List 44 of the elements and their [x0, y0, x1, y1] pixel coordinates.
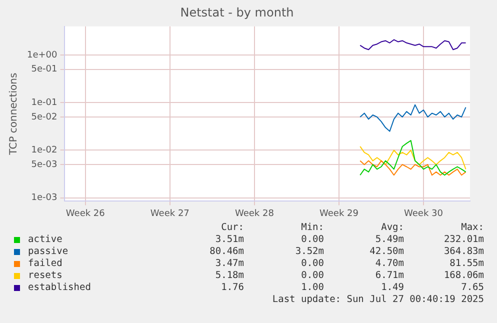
text: 1.76: [220, 282, 244, 294]
legend-label: resets: [28, 270, 62, 282]
text: 0.00: [300, 234, 324, 246]
text: 3.51m: [214, 234, 244, 246]
x-tick-label: Week 28: [234, 208, 274, 219]
x-tick-label: Week 30: [404, 208, 444, 219]
y-tick-label: 5e-02: [31, 112, 58, 122]
y-tick-label: 5e-01: [31, 64, 58, 75]
legend-label: failed: [28, 258, 62, 270]
legend-label: passive: [28, 246, 68, 258]
text: 6.71m: [374, 270, 404, 282]
legend-label: active: [28, 234, 62, 246]
text: 42.50m: [368, 246, 404, 258]
text: 0.00: [300, 258, 324, 270]
text: Avg:: [380, 222, 404, 234]
x-tick-label: Week 29: [319, 208, 359, 219]
text: 5.49m: [374, 234, 404, 246]
text: 3.47m: [214, 258, 244, 270]
text: Cur:: [220, 222, 244, 234]
legend-label: established: [28, 282, 91, 294]
y-tick-label: 1e+00: [26, 50, 58, 60]
text: 1.49: [380, 282, 404, 294]
text: Min:: [300, 222, 324, 234]
text: 81.55m: [448, 258, 484, 270]
x-tick-label: Week 27: [150, 208, 190, 219]
text: 5.18m: [214, 270, 244, 282]
text: Last update: Sun Jul 27 00:40:19 2025: [271, 294, 484, 306]
text: 1.00: [300, 282, 324, 294]
text: 232.01m: [442, 234, 484, 246]
text: 364.83m: [442, 246, 484, 258]
chart-title: Netstat - by month: [180, 5, 294, 20]
text: 7.65: [460, 282, 484, 294]
y-tick-label: 5e-03: [31, 160, 58, 170]
text: 0.00: [300, 270, 324, 282]
text: 80.46m: [208, 246, 244, 258]
y-tick-label: 1e-02: [31, 146, 58, 156]
text: 3.52m: [294, 246, 324, 258]
x-tick-label: Week 26: [66, 208, 106, 219]
text: 168.06m: [442, 270, 484, 282]
y-tick-label: 1e-01: [31, 98, 58, 108]
y-axis-title: TCP connections: [8, 72, 20, 156]
text: Max:: [460, 222, 484, 234]
text: 4.70m: [374, 258, 404, 270]
y-tick-label: 1e-03: [31, 193, 58, 204]
